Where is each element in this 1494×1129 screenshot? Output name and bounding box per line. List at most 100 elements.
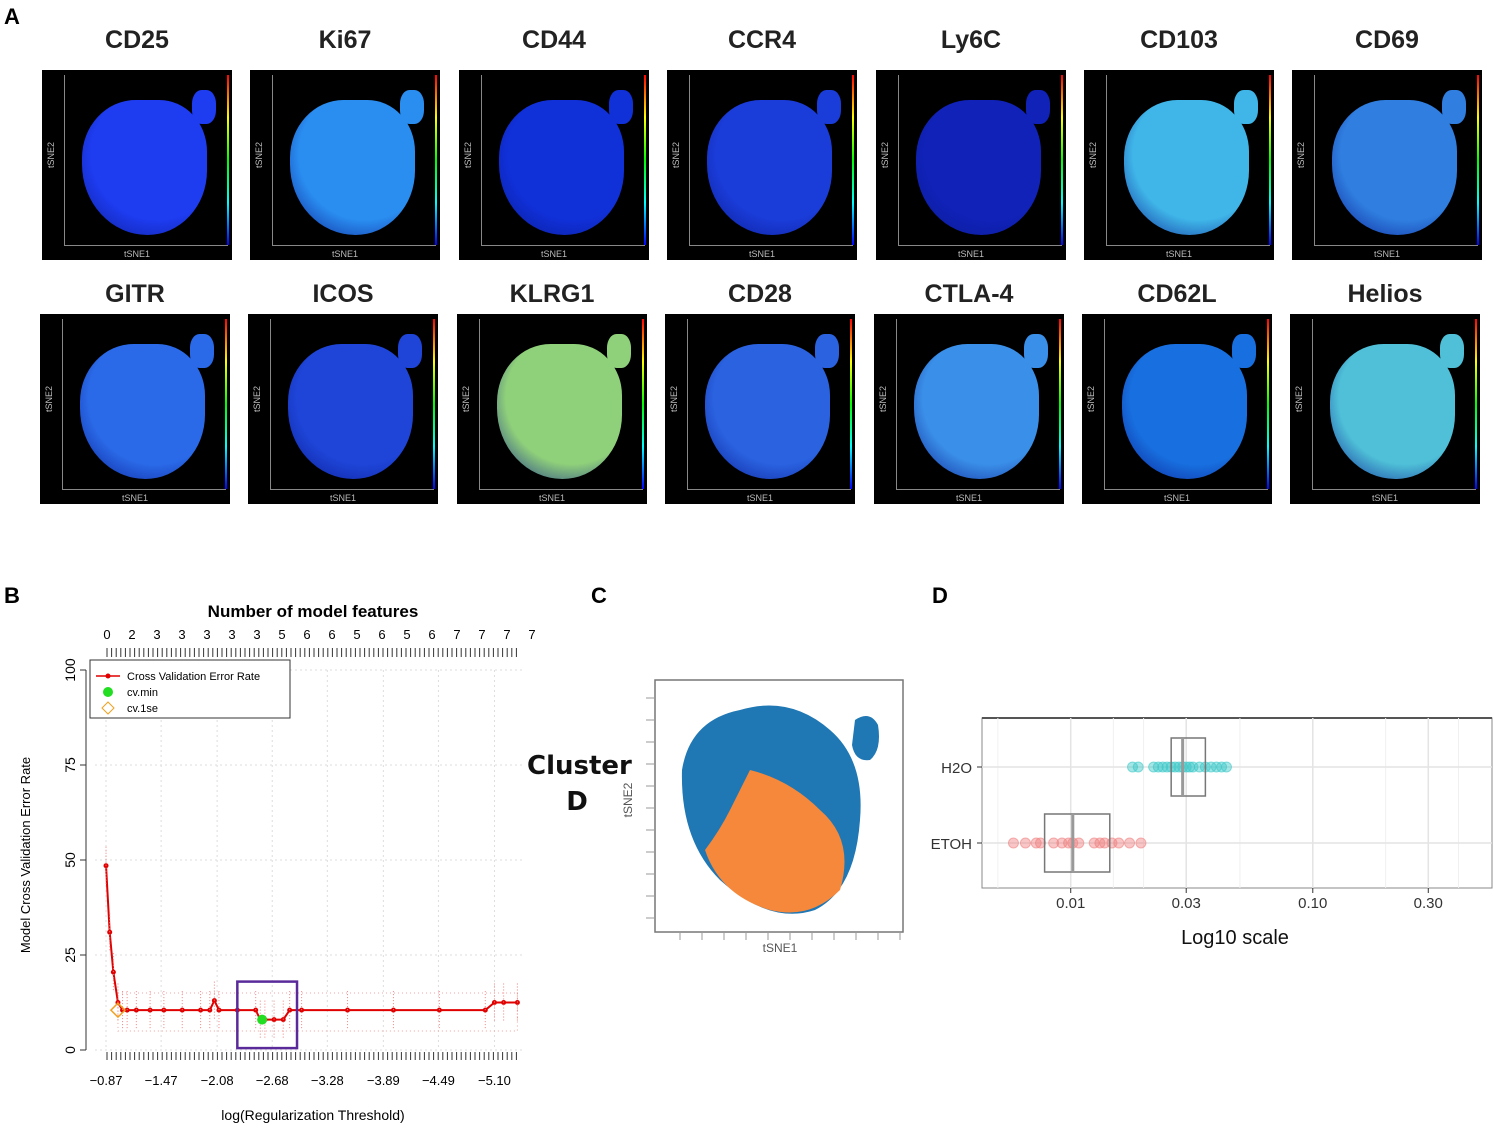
top-tick-label: 7	[503, 627, 510, 642]
tsne-small-cluster	[1440, 334, 1464, 368]
top-tick-label: 7	[528, 627, 535, 642]
top-tick-label: 6	[328, 627, 335, 642]
y-axis-label: tSNE2	[1088, 141, 1099, 169]
tsne-plot: tSNE1 tSNE2	[667, 70, 857, 260]
data-point	[1034, 837, 1046, 849]
tsne-small-cluster	[400, 90, 424, 124]
chart-title: Number of model features	[208, 602, 419, 621]
y-axis-label: tSNE2	[44, 385, 55, 413]
data-point	[1132, 761, 1144, 773]
highlight-box	[236, 980, 299, 1050]
marker-title: ICOS	[312, 280, 374, 308]
marker-title: GITR	[105, 280, 165, 308]
x-axis-label: tSNE1	[763, 941, 798, 955]
x-axis-label: tSNE1	[331, 249, 358, 259]
tsne-plot: tSNE1 tSNE2	[1292, 70, 1482, 260]
y-axis-label: tSNE2	[671, 141, 682, 169]
top-tick-label: 3	[228, 627, 235, 642]
y-axis-label: tSNE2	[252, 385, 263, 413]
x-tick-label: −1.47	[145, 1073, 178, 1088]
cv-error-line	[105, 865, 518, 1021]
panel-letter-a: A	[4, 4, 20, 29]
plot-axes	[481, 75, 645, 246]
tsne-plot: tSNE1 tSNE2	[42, 70, 232, 260]
plot-axes	[479, 319, 643, 490]
marker-title: Ly6C	[940, 26, 1002, 54]
data-point	[1113, 837, 1125, 849]
marker-title: CD28	[728, 280, 792, 308]
y-axis-label: tSNE2	[46, 141, 57, 169]
category-label: H2O	[941, 760, 972, 777]
y-axis-label: tSNE2	[254, 141, 265, 169]
tsne-cell-cloud	[916, 100, 1041, 235]
color-scale-bar	[644, 75, 646, 245]
top-tick-label: 3	[253, 627, 260, 642]
data-point	[1135, 837, 1147, 849]
tsne-plot: tSNE1 tSNE2	[459, 70, 649, 260]
x-tick-label: −0.87	[90, 1073, 123, 1088]
top-tick-label: 6	[303, 627, 310, 642]
top-tick-label: 2	[128, 627, 135, 642]
plot-axes	[1312, 319, 1476, 490]
tsne-cell-cloud	[82, 100, 207, 235]
top-tick-label: 6	[378, 627, 385, 642]
cluster-label-line2: D	[566, 787, 588, 817]
plot-axes	[272, 75, 436, 246]
y-tick-label: 25	[62, 947, 78, 963]
data-point	[1220, 761, 1232, 773]
tsne-cell-cloud	[1122, 344, 1247, 479]
tsne-small-cluster	[815, 334, 839, 368]
legend-diamond-symbol	[101, 701, 115, 715]
y-axis-label: tSNE2	[1296, 141, 1307, 169]
x-axis-label: tSNE1	[955, 493, 982, 503]
y-tick-label: 100	[62, 658, 78, 682]
plot-axes	[270, 319, 434, 490]
data-point	[1048, 837, 1060, 849]
top-tick-label: 3	[203, 627, 210, 642]
marker-title: CD103	[1140, 26, 1218, 54]
tsne-plot: tSNE1 tSNE2	[1290, 314, 1480, 504]
top-tick-label: 0	[103, 627, 110, 642]
tsne-cell-cloud	[499, 100, 624, 235]
y-axis-label: tSNE2	[621, 782, 635, 817]
tsne-plot: tSNE1 tSNE2	[1084, 70, 1274, 260]
x-tick-label: 0.10	[1298, 895, 1327, 912]
marker-title: Ki67	[318, 26, 372, 54]
tsne-cell-cloud	[497, 344, 622, 479]
marker-title: CD25	[105, 26, 169, 54]
data-point	[1152, 761, 1164, 773]
y-axis-label: tSNE2	[461, 385, 472, 413]
color-scale-bar	[1269, 75, 1271, 245]
y-axis-label: tSNE2	[1294, 385, 1305, 413]
plot-axes	[64, 75, 228, 246]
plot-axes	[896, 319, 1060, 490]
x-axis-label: tSNE1	[121, 493, 148, 503]
box	[1170, 737, 1207, 797]
tsne-small-cluster	[1234, 90, 1258, 124]
x-tick-label: −4.49	[422, 1073, 455, 1088]
x-tick-label: 0.30	[1414, 895, 1443, 912]
data-point	[1169, 761, 1181, 773]
top-tick-label: 5	[278, 627, 285, 642]
tsne-plot: tSNE1 tSNE2	[40, 314, 230, 504]
panel-letter-c: C	[591, 583, 607, 608]
x-axis-label: tSNE1	[1165, 249, 1192, 259]
legend-label: Cross Validation Error Rate	[127, 671, 260, 683]
cluster-d-cells	[705, 770, 845, 913]
x-axis-label: tSNE1	[1163, 493, 1190, 503]
top-tick-label: 6	[428, 627, 435, 642]
y-tick-label: 75	[62, 757, 78, 773]
panel-d-box-plot: 0.01 0.03 0.10 0.30 H2O ETOH Log10 scale	[931, 717, 1493, 949]
plot-axes	[1314, 75, 1478, 246]
tsne-small-cluster	[1232, 334, 1256, 368]
tsne-plot: tSNE1 tSNE2	[874, 314, 1064, 504]
x-tick-label: −3.89	[367, 1073, 400, 1088]
color-scale-bar	[850, 319, 852, 489]
tsne-plot: tSNE1 tSNE2	[248, 314, 438, 504]
legend-dot-symbol	[103, 687, 113, 697]
data-point	[1193, 761, 1205, 773]
marker-title: CTLA-4	[924, 280, 1014, 308]
top-tick-label: 5	[353, 627, 360, 642]
tsne-cell-cloud	[1332, 100, 1457, 235]
x-axis-label: tSNE1	[1373, 249, 1400, 259]
